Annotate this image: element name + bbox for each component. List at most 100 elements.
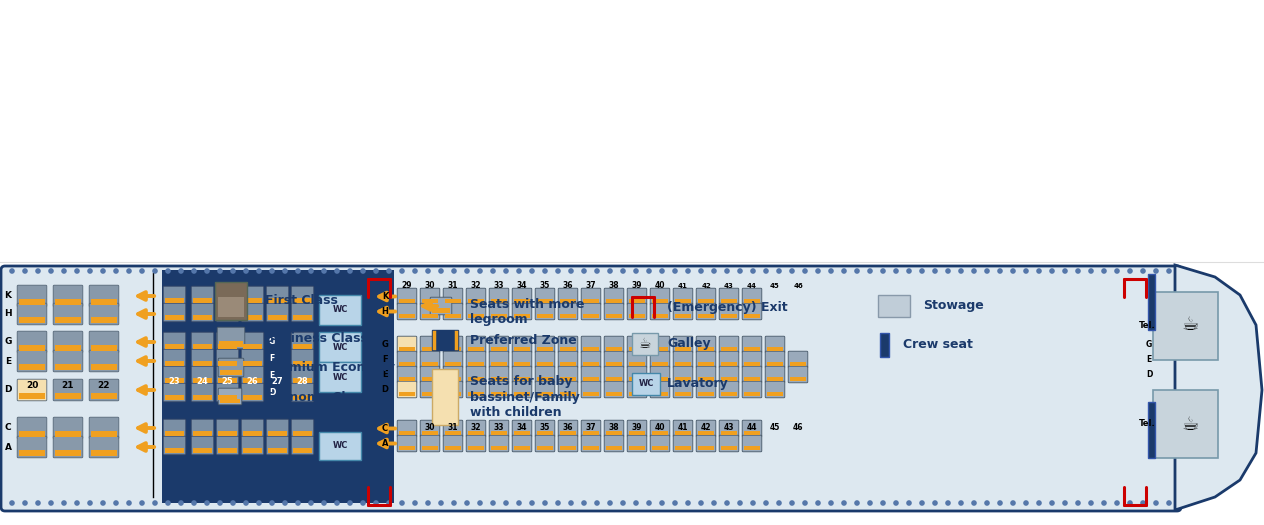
FancyBboxPatch shape bbox=[191, 286, 214, 305]
Bar bbox=[243, 395, 262, 400]
Bar bbox=[790, 362, 806, 366]
Circle shape bbox=[1023, 268, 1029, 274]
Circle shape bbox=[178, 500, 183, 506]
Bar bbox=[217, 297, 244, 317]
Bar bbox=[193, 448, 212, 453]
FancyBboxPatch shape bbox=[627, 303, 647, 320]
Bar bbox=[492, 392, 507, 396]
Bar bbox=[744, 346, 760, 351]
FancyBboxPatch shape bbox=[512, 366, 532, 383]
Circle shape bbox=[698, 268, 704, 274]
Circle shape bbox=[139, 500, 145, 506]
Bar bbox=[468, 446, 484, 450]
Circle shape bbox=[334, 268, 340, 274]
Bar bbox=[698, 299, 714, 303]
Circle shape bbox=[178, 268, 183, 274]
Text: 37: 37 bbox=[585, 423, 597, 432]
FancyBboxPatch shape bbox=[216, 349, 239, 368]
Text: 46: 46 bbox=[793, 283, 803, 289]
Text: E: E bbox=[269, 371, 274, 380]
Circle shape bbox=[867, 500, 873, 506]
Bar bbox=[166, 395, 183, 400]
FancyBboxPatch shape bbox=[719, 381, 738, 398]
FancyBboxPatch shape bbox=[90, 331, 119, 353]
Text: ☕: ☕ bbox=[638, 337, 651, 351]
Circle shape bbox=[334, 500, 340, 506]
Text: 33: 33 bbox=[494, 423, 504, 432]
Bar bbox=[675, 430, 691, 435]
Circle shape bbox=[75, 268, 80, 274]
FancyBboxPatch shape bbox=[397, 420, 417, 437]
Bar bbox=[537, 362, 552, 366]
Circle shape bbox=[646, 500, 652, 506]
Text: 31: 31 bbox=[447, 281, 459, 290]
Circle shape bbox=[724, 268, 729, 274]
Circle shape bbox=[269, 268, 274, 274]
Bar bbox=[268, 448, 287, 453]
Bar bbox=[583, 313, 599, 318]
Text: Seats with more
legroom: Seats with more legroom bbox=[470, 298, 584, 326]
Bar bbox=[675, 362, 691, 366]
Bar bbox=[432, 308, 450, 313]
Circle shape bbox=[712, 500, 717, 506]
FancyBboxPatch shape bbox=[191, 349, 214, 368]
Circle shape bbox=[296, 500, 301, 506]
Bar bbox=[492, 362, 507, 366]
Text: Business Class: Business Class bbox=[265, 331, 368, 344]
Bar bbox=[91, 450, 116, 456]
FancyBboxPatch shape bbox=[420, 351, 440, 368]
FancyBboxPatch shape bbox=[627, 381, 647, 398]
Text: E: E bbox=[5, 356, 11, 365]
Bar bbox=[722, 430, 737, 435]
Text: F: F bbox=[269, 354, 274, 363]
Bar bbox=[514, 430, 530, 435]
Circle shape bbox=[308, 268, 313, 274]
Bar bbox=[56, 393, 81, 399]
FancyBboxPatch shape bbox=[216, 366, 239, 385]
FancyBboxPatch shape bbox=[163, 419, 186, 438]
Circle shape bbox=[530, 500, 535, 506]
Bar bbox=[166, 315, 183, 320]
FancyBboxPatch shape bbox=[53, 417, 83, 439]
Circle shape bbox=[126, 268, 131, 274]
Circle shape bbox=[205, 268, 210, 274]
Circle shape bbox=[1127, 268, 1133, 274]
FancyBboxPatch shape bbox=[674, 288, 693, 305]
FancyBboxPatch shape bbox=[216, 286, 239, 305]
Text: First Class: First Class bbox=[265, 295, 337, 308]
FancyBboxPatch shape bbox=[535, 303, 555, 320]
Circle shape bbox=[126, 500, 131, 506]
Bar bbox=[492, 376, 507, 381]
Bar bbox=[878, 295, 910, 317]
Circle shape bbox=[542, 268, 547, 274]
Bar bbox=[1153, 390, 1218, 458]
Bar bbox=[445, 362, 461, 366]
FancyBboxPatch shape bbox=[444, 435, 463, 452]
FancyBboxPatch shape bbox=[420, 435, 440, 452]
Bar bbox=[243, 315, 262, 320]
Bar bbox=[744, 313, 760, 318]
Circle shape bbox=[633, 500, 638, 506]
Text: 44: 44 bbox=[747, 423, 757, 432]
Circle shape bbox=[1049, 500, 1054, 506]
FancyBboxPatch shape bbox=[765, 366, 785, 383]
Circle shape bbox=[1076, 268, 1081, 274]
FancyBboxPatch shape bbox=[674, 435, 693, 452]
Bar bbox=[744, 446, 760, 450]
Bar bbox=[492, 299, 507, 303]
Bar bbox=[629, 299, 645, 303]
Bar bbox=[399, 299, 415, 303]
Bar bbox=[19, 317, 44, 323]
Bar bbox=[652, 299, 667, 303]
Bar bbox=[514, 392, 530, 396]
Bar bbox=[583, 346, 599, 351]
Text: 42: 42 bbox=[702, 283, 710, 289]
FancyBboxPatch shape bbox=[241, 303, 264, 322]
Circle shape bbox=[412, 268, 418, 274]
Bar bbox=[166, 361, 183, 366]
Bar bbox=[162, 270, 394, 503]
Text: ☕: ☕ bbox=[1182, 415, 1198, 434]
Bar bbox=[319, 362, 362, 392]
FancyBboxPatch shape bbox=[53, 331, 83, 353]
Bar bbox=[19, 345, 44, 351]
